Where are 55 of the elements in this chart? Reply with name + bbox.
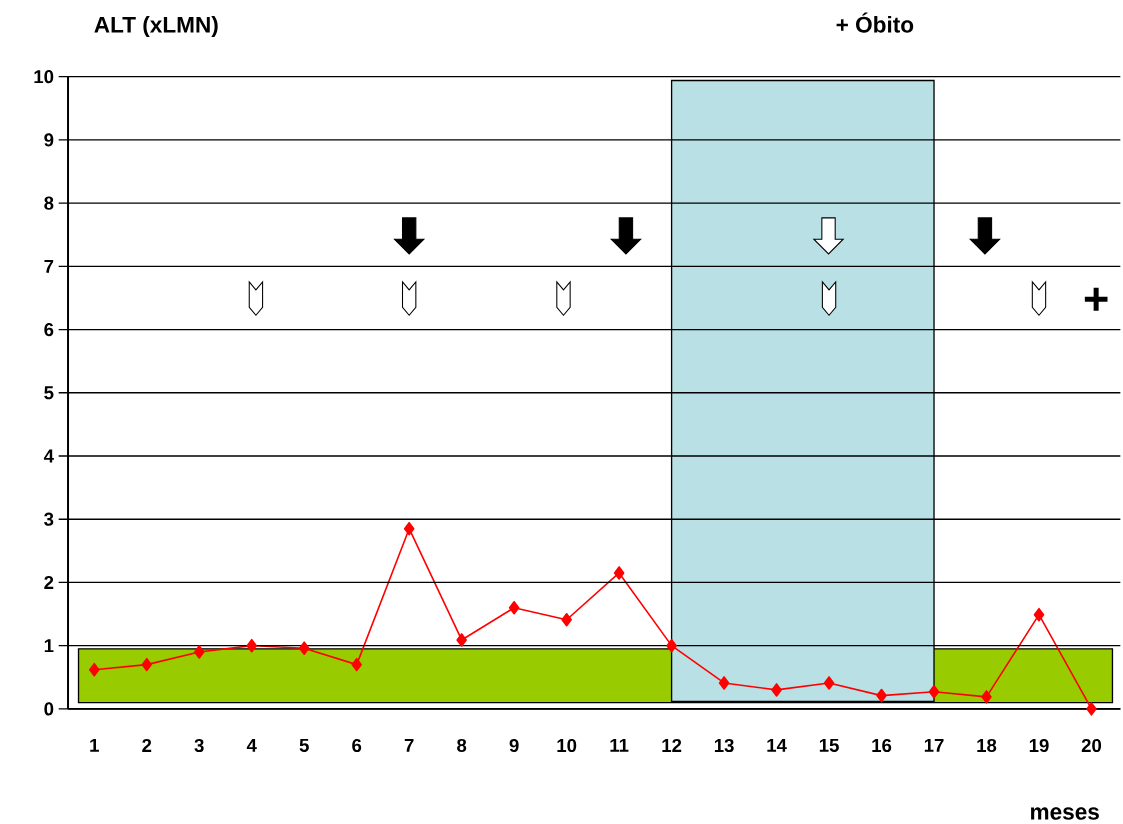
text: + Óbito [836, 12, 914, 33]
x-tick-label: 8 [457, 738, 467, 753]
point [298, 641, 310, 655]
x-tick-label: 17 [924, 738, 944, 752]
x-tick-label: 9 [509, 738, 519, 753]
x-tick-label: 13 [714, 738, 734, 753]
point [351, 657, 362, 672]
point [666, 638, 677, 653]
x-tick-label: 20 [1081, 738, 1102, 753]
point [88, 662, 100, 677]
y-tick-label: 9 [44, 133, 54, 147]
x-tick-label: 14 [767, 738, 787, 752]
x-tick-label: 15 [819, 738, 839, 752]
y-axis-title: ALT (xLMN) [94, 15, 218, 38]
x-tick-label: 19 [1029, 738, 1049, 753]
point [981, 689, 992, 704]
x-tick-label: 12 [662, 738, 682, 752]
x-tick-label: 5 [299, 738, 309, 752]
point [403, 521, 415, 536]
x-tick-label: 3 [194, 738, 204, 753]
y-tick-label: 1 [44, 639, 54, 652]
point [876, 688, 887, 703]
point [928, 684, 940, 699]
x-axis-title: meses [1031, 807, 1099, 820]
point [456, 633, 467, 647]
y-tick-label: 7 [44, 259, 54, 273]
x-tick-label: 7 [404, 738, 414, 752]
y-tick-label: 8 [44, 196, 54, 210]
y-tick-label: 2 [44, 575, 54, 589]
x-tick-label: 11 [610, 738, 629, 752]
x-tick-label: 1 [90, 738, 99, 752]
y-tick-label: 6 [44, 322, 54, 337]
point [246, 638, 258, 653]
x-tick-label: 4 [246, 738, 257, 752]
y-tick-label: 10 [34, 70, 54, 84]
annotation: + [1084, 287, 1108, 311]
x-tick-label: 10 [557, 738, 577, 753]
point [508, 600, 520, 615]
point [718, 676, 730, 690]
y-tick-label: 4 [43, 449, 54, 463]
point [823, 676, 835, 690]
point [561, 612, 572, 627]
x-tick-label: 2 [142, 738, 152, 752]
x-tick-label: 16 [872, 738, 892, 753]
point [1086, 702, 1097, 716]
point [193, 645, 205, 659]
x-tick-label: 6 [352, 738, 362, 753]
y-tick-label: 0 [44, 702, 54, 716]
point [771, 683, 782, 697]
y-tick-label: 5 [44, 386, 54, 400]
point [141, 657, 153, 672]
point [1033, 607, 1045, 622]
y-tick-label: 3 [44, 512, 54, 526]
point [613, 566, 625, 580]
x-tick-label: 18 [977, 738, 997, 753]
